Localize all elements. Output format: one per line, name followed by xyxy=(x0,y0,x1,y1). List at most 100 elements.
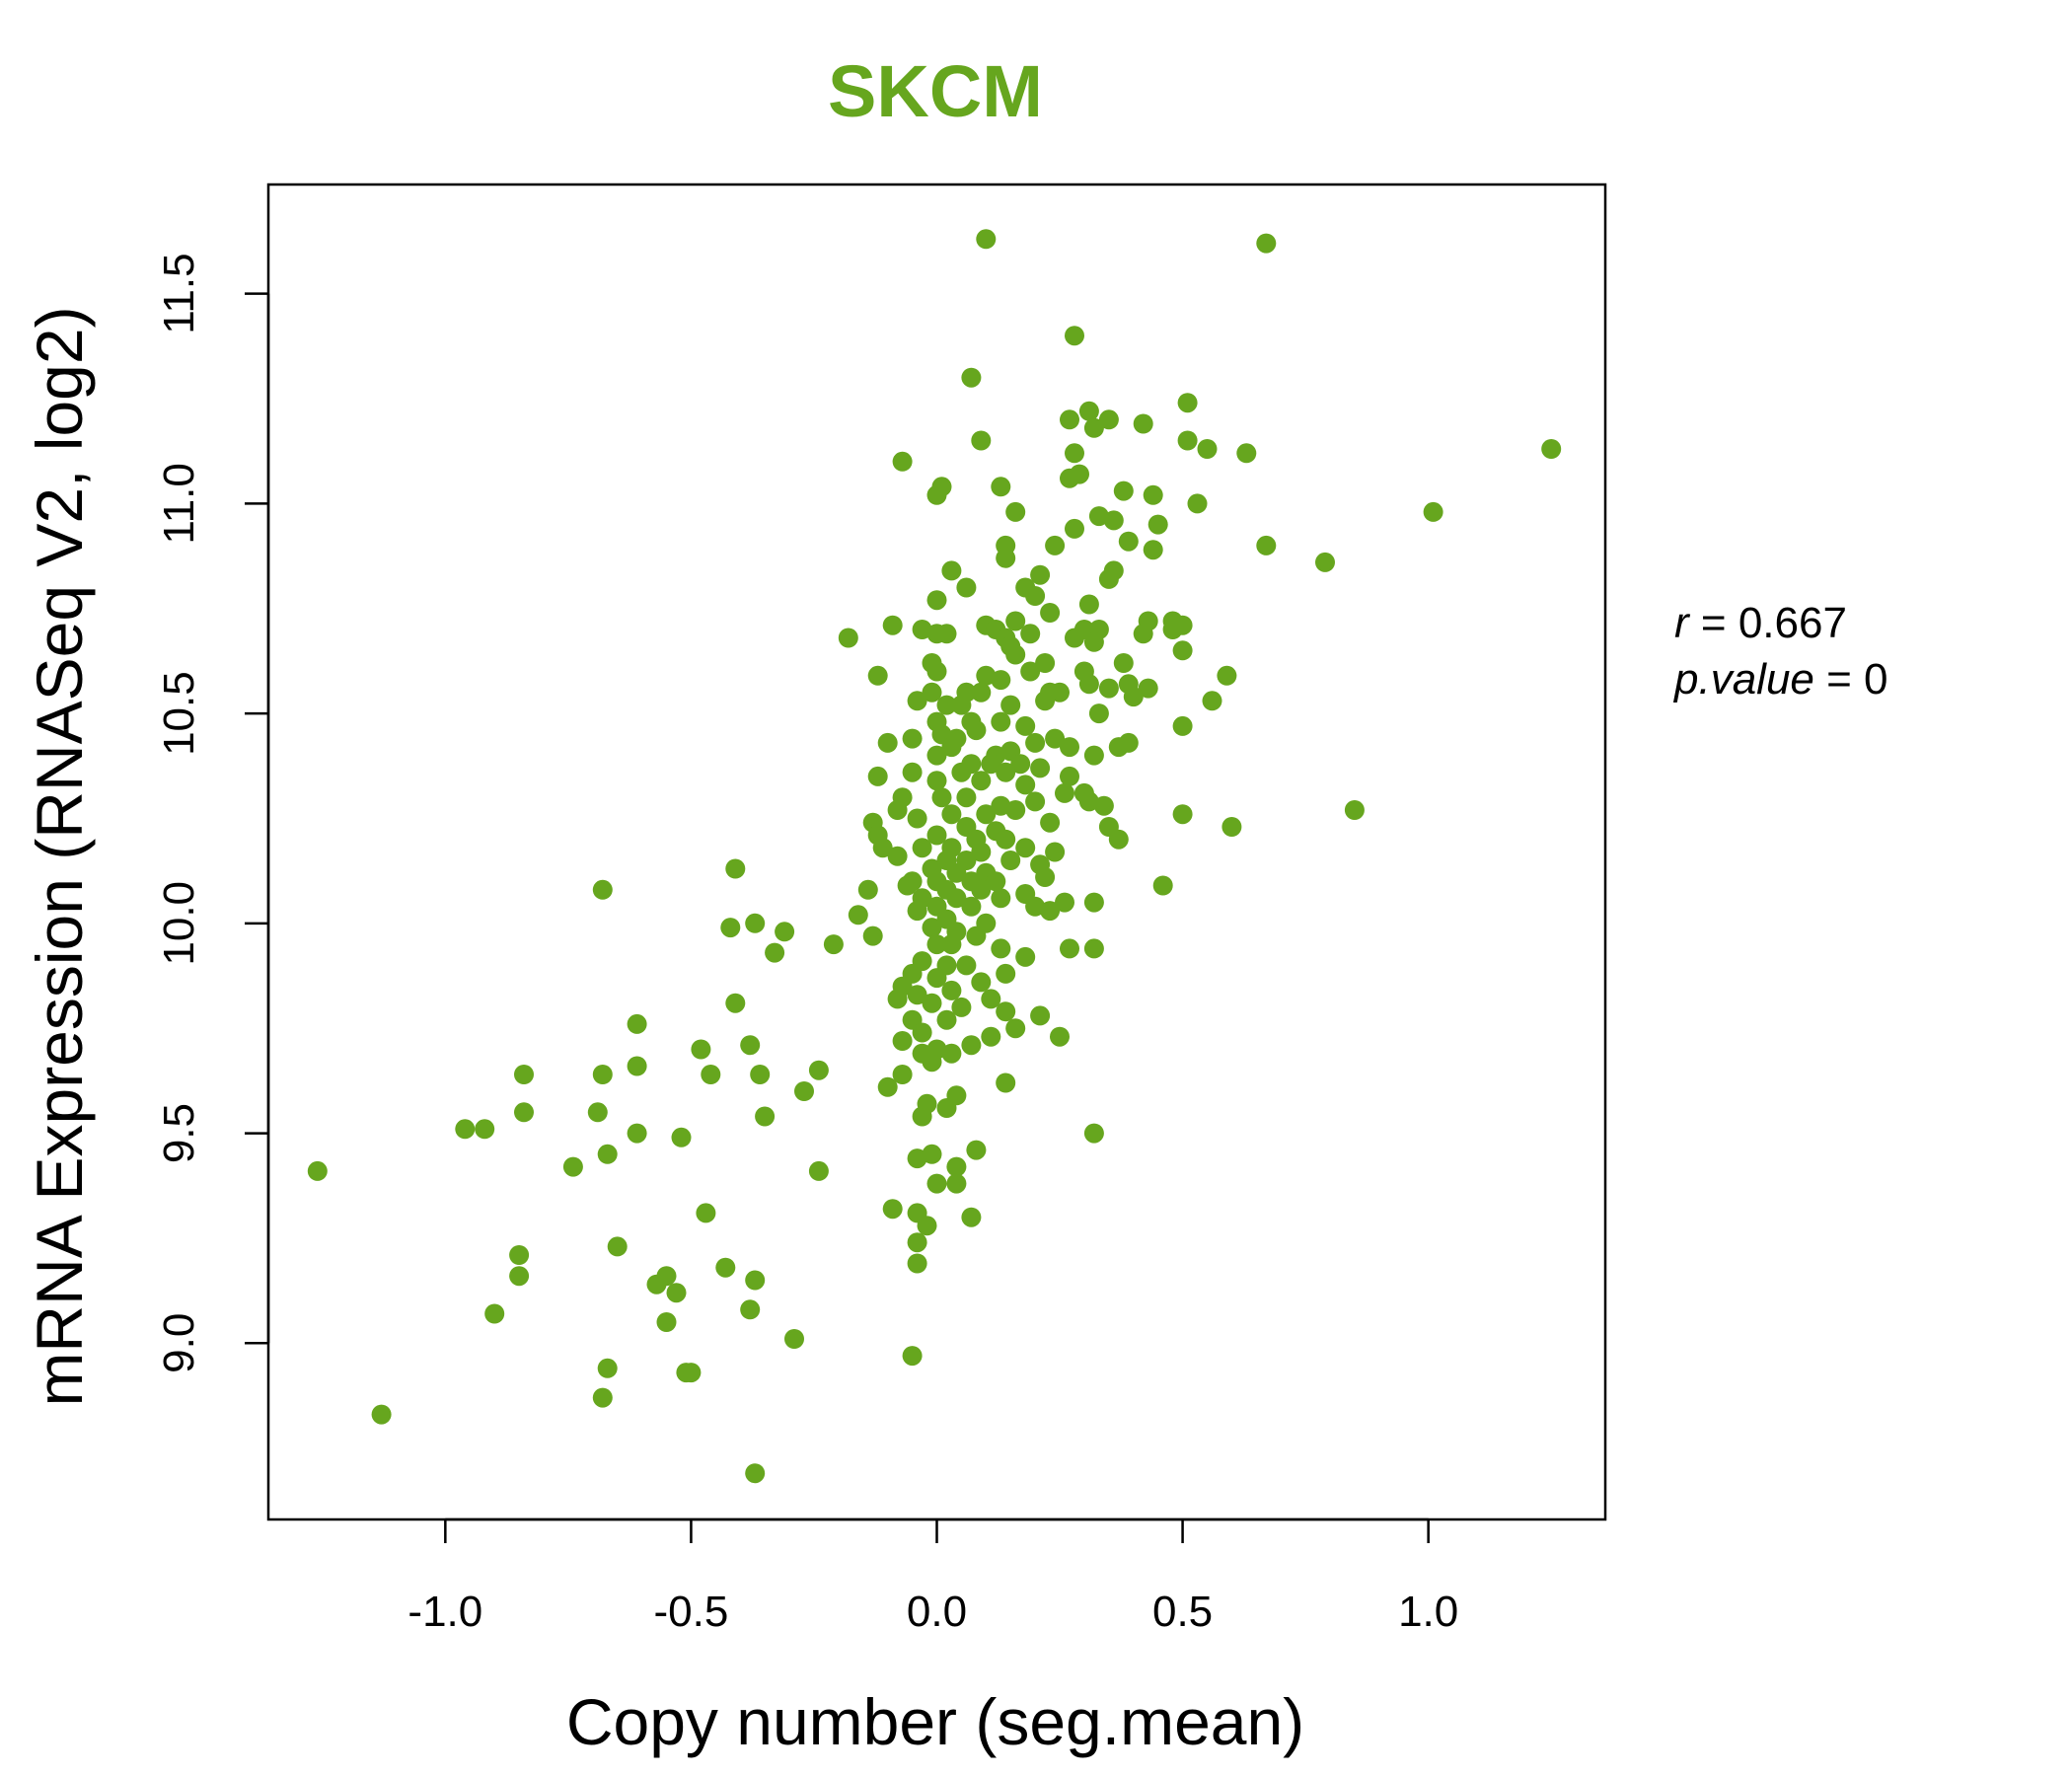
data-point xyxy=(1221,817,1242,837)
data-point xyxy=(1093,795,1114,816)
data-point xyxy=(922,1144,942,1164)
data-point xyxy=(926,771,947,791)
data-point xyxy=(701,1065,721,1084)
data-point xyxy=(1078,594,1099,615)
data-point xyxy=(1118,732,1139,753)
data-point xyxy=(562,1156,583,1177)
data-point xyxy=(1118,531,1139,552)
data-point xyxy=(1083,417,1104,438)
data-point xyxy=(1152,875,1173,896)
data-point xyxy=(750,1065,771,1084)
data-point xyxy=(926,934,947,955)
data-point xyxy=(976,229,997,250)
data-point xyxy=(808,1160,829,1181)
stats-annotation: r = 0.667 p.value = 0 xyxy=(1672,599,1888,703)
data-point xyxy=(991,888,1011,909)
data-point xyxy=(1020,624,1041,644)
data-point xyxy=(1030,758,1051,778)
data-point xyxy=(897,875,918,896)
data-point xyxy=(1045,728,1066,749)
data-point xyxy=(882,1199,903,1220)
data-point xyxy=(1005,611,1026,631)
svg-text:r = 0.667: r = 0.667 xyxy=(1674,599,1847,647)
data-point xyxy=(1123,687,1144,707)
data-points xyxy=(307,229,1562,1484)
data-point xyxy=(1083,892,1104,913)
data-point xyxy=(877,1076,898,1097)
data-point xyxy=(991,670,1011,691)
data-point xyxy=(1005,644,1026,665)
data-point xyxy=(666,1283,687,1303)
data-point xyxy=(922,1052,942,1073)
chart-title: SKCM xyxy=(828,50,1043,132)
y-axis-label: mRNA Expression (RNASeq V2, log2) xyxy=(23,306,96,1406)
data-point xyxy=(936,1098,957,1118)
data-point xyxy=(1236,443,1257,464)
data-point xyxy=(475,1119,495,1140)
data-point xyxy=(848,905,868,925)
data-point xyxy=(1083,745,1104,766)
data-point xyxy=(1020,661,1041,682)
data-point xyxy=(926,968,947,989)
data-point xyxy=(907,1253,927,1274)
data-point xyxy=(892,1031,913,1051)
data-point xyxy=(1015,775,1036,795)
data-point xyxy=(996,1073,1016,1093)
data-point xyxy=(1143,540,1163,560)
data-point xyxy=(1217,665,1237,686)
data-point xyxy=(976,804,997,825)
data-point xyxy=(887,800,908,820)
x-axis: -1.0 -0.5 0.0 0.5 1.0 xyxy=(407,1517,1458,1636)
data-point xyxy=(784,1329,804,1349)
data-point xyxy=(808,1060,829,1080)
data-point xyxy=(1197,439,1218,459)
data-point xyxy=(1113,481,1134,501)
data-point xyxy=(514,1065,534,1084)
data-point xyxy=(745,1270,766,1291)
data-point xyxy=(1202,691,1222,711)
y-tick-label: 9.5 xyxy=(155,1103,203,1163)
data-point xyxy=(1133,624,1153,644)
data-point xyxy=(926,484,947,505)
data-point xyxy=(509,1266,530,1287)
data-point xyxy=(371,1404,392,1425)
data-point xyxy=(1035,691,1056,711)
data-point xyxy=(1177,393,1198,413)
data-point xyxy=(1060,766,1079,786)
data-point xyxy=(946,1156,967,1177)
data-point xyxy=(1541,439,1562,459)
data-point xyxy=(1177,430,1198,451)
data-point xyxy=(1045,842,1066,862)
data-point xyxy=(941,1043,962,1064)
r-equals: = xyxy=(1689,599,1739,647)
data-point xyxy=(1147,514,1168,535)
data-point xyxy=(971,972,992,993)
r-value: 0.667 xyxy=(1739,599,1847,647)
data-point xyxy=(907,1232,927,1253)
data-point xyxy=(867,766,888,786)
data-point xyxy=(926,590,947,611)
data-point xyxy=(745,1463,766,1484)
data-point xyxy=(627,1056,647,1076)
data-point xyxy=(996,762,1016,782)
data-point xyxy=(1060,938,1079,959)
data-point xyxy=(991,711,1011,732)
data-point xyxy=(1055,892,1074,913)
data-point xyxy=(1133,413,1153,434)
data-point xyxy=(1060,737,1079,758)
p-equals: = xyxy=(1814,655,1864,703)
data-point xyxy=(745,913,766,933)
data-point xyxy=(1162,620,1183,639)
data-point xyxy=(946,888,967,909)
data-point xyxy=(892,451,913,472)
data-point xyxy=(627,1013,647,1034)
data-point xyxy=(1113,653,1134,673)
data-point xyxy=(971,682,992,703)
x-tick-label: -1.0 xyxy=(407,1588,482,1636)
data-point xyxy=(902,728,923,749)
x-tick-label: 1.0 xyxy=(1398,1588,1458,1636)
data-point xyxy=(587,1102,608,1123)
data-point xyxy=(1050,682,1070,703)
data-point xyxy=(1083,938,1104,959)
data-point xyxy=(872,838,893,858)
